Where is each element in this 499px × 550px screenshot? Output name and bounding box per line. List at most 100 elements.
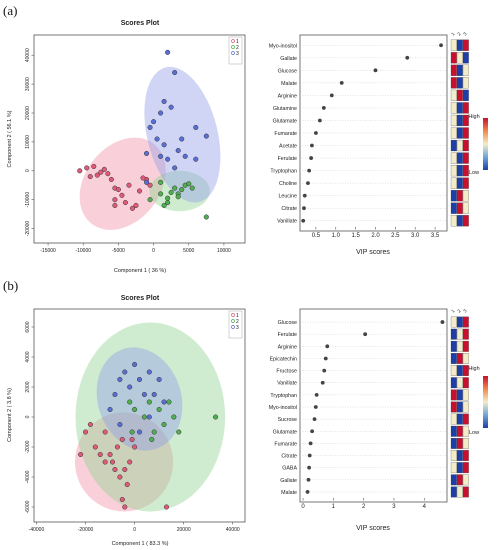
vip-score-dot	[307, 453, 312, 458]
heatmap-cell	[462, 52, 469, 64]
y-tick-label: 6000	[25, 321, 31, 332]
data-point-group-3	[172, 165, 178, 171]
data-point-group-1	[133, 202, 139, 208]
data-point-group-1	[122, 466, 128, 473]
data-point-group-1	[115, 187, 121, 193]
vip-score-dot	[302, 206, 306, 211]
data-point-group-3	[158, 110, 164, 116]
heatmap-cell	[450, 52, 457, 64]
data-point-group-3	[179, 136, 185, 142]
vip-a-scale-high: High	[468, 114, 479, 120]
x-tick-label: 1	[332, 504, 336, 510]
data-point-group-2	[146, 399, 152, 405]
vip-score-dot	[310, 429, 315, 434]
data-point-group-2	[165, 195, 171, 201]
data-point-group-3	[165, 156, 171, 162]
heatmap-cell	[456, 152, 463, 164]
vip-feature-label: Arginine	[278, 93, 297, 99]
scores-plot-b-title: Scores Plot	[121, 295, 160, 302]
data-point-group-1	[112, 197, 118, 203]
legend-marker-3	[231, 51, 235, 55]
data-point-group-2	[161, 421, 167, 428]
heatmap-cell	[462, 152, 469, 164]
heatmap-cell	[456, 438, 463, 449]
x-tick-label: 2.0	[371, 233, 380, 239]
heatmap-cell	[456, 64, 463, 76]
vip-score-dot	[405, 55, 410, 60]
data-point-group-2	[172, 185, 178, 191]
data-point-group-2	[175, 194, 181, 200]
heatmap-cell	[462, 389, 469, 401]
heatmap-column-label: 3	[462, 308, 468, 314]
heatmap-cell	[456, 77, 463, 89]
data-point-group-3	[182, 153, 188, 159]
scores-plot-b: Scores Plot Component 1 ( 83.3 %) Compon…	[7, 295, 246, 547]
x-tick-label: 3.5	[431, 233, 440, 239]
vip-score-dot	[339, 80, 344, 85]
data-point-group-1	[92, 444, 98, 450]
vip-score-dot	[321, 106, 326, 110]
data-point-group-3	[151, 391, 157, 398]
data-point-group-3	[154, 136, 160, 142]
y-tick-label: 20000	[25, 106, 31, 120]
vip-score-dot	[373, 68, 378, 73]
data-point-group-1	[127, 459, 133, 465]
vip-feature-label: Glutamine	[273, 106, 297, 112]
vip-score-dot	[313, 131, 318, 135]
vip-b-scale-low: Low	[469, 430, 479, 436]
legend-marker-2	[231, 319, 235, 323]
x-tick-label: 0	[301, 504, 305, 510]
data-point-group-2	[168, 189, 174, 195]
vip-plot-b-frame	[299, 308, 448, 503]
data-point-group-1	[124, 481, 130, 488]
x-tick-label: 40000	[226, 527, 240, 533]
vip-score-dot	[440, 320, 445, 324]
heatmap-cell	[456, 114, 463, 127]
heatmap-cell	[456, 340, 463, 352]
data-point-group-3	[122, 369, 128, 375]
panel-label-b: (b)	[3, 278, 18, 293]
data-point-group-3	[141, 391, 147, 398]
data-point-group-2	[161, 202, 167, 208]
vip-score-dot	[308, 441, 313, 446]
heatmap-cell	[456, 353, 463, 364]
data-point-group-1	[112, 466, 118, 473]
x-tick-label: 4	[423, 504, 427, 510]
x-tick-label: 0	[133, 527, 136, 533]
heatmap-cell	[456, 177, 463, 189]
heatmap-cell	[462, 486, 469, 498]
heatmap-cell	[462, 114, 469, 127]
confidence-ellipse-group-2	[149, 170, 210, 212]
heatmap-cell	[462, 165, 469, 177]
x-tick-label: 1.5	[351, 233, 360, 239]
vip-score-dot	[306, 477, 311, 482]
heatmap-column-label: 2	[456, 308, 462, 314]
vip-feature-label: Gallate	[280, 56, 297, 62]
data-point-group-2	[132, 406, 138, 413]
x-tick-label: 2	[362, 504, 366, 510]
legend-marker-3	[231, 325, 235, 329]
vip-feature-label: Fumarate	[274, 441, 297, 447]
data-point-group-3	[146, 414, 152, 420]
scores-plot-a-xlabel: Component 1 ( 36 %)	[114, 268, 166, 274]
heatmap-cell	[450, 401, 457, 413]
heatmap-cell	[456, 401, 463, 413]
data-point-group-2	[129, 429, 135, 435]
x-tick-label: 3.0	[411, 233, 420, 239]
vip-score-dot	[439, 43, 443, 48]
data-point-group-2	[213, 414, 219, 420]
data-point-group-1	[114, 444, 120, 450]
x-tick-label: 1.0	[332, 233, 341, 239]
data-point-group-3	[156, 376, 162, 383]
data-point-group-3	[107, 406, 113, 413]
data-point-group-3	[193, 124, 199, 130]
scores-plot-a-frame	[33, 34, 246, 244]
heatmap-cell	[450, 377, 457, 389]
heatmap-cell	[462, 316, 469, 328]
data-point-group-2	[151, 429, 157, 435]
x-tick-label: 0	[152, 248, 155, 254]
confidence-ellipse-group-1	[74, 412, 174, 512]
data-point-group-3	[117, 421, 123, 428]
heatmap-cell	[456, 413, 463, 425]
heatmap-cell	[450, 389, 457, 401]
